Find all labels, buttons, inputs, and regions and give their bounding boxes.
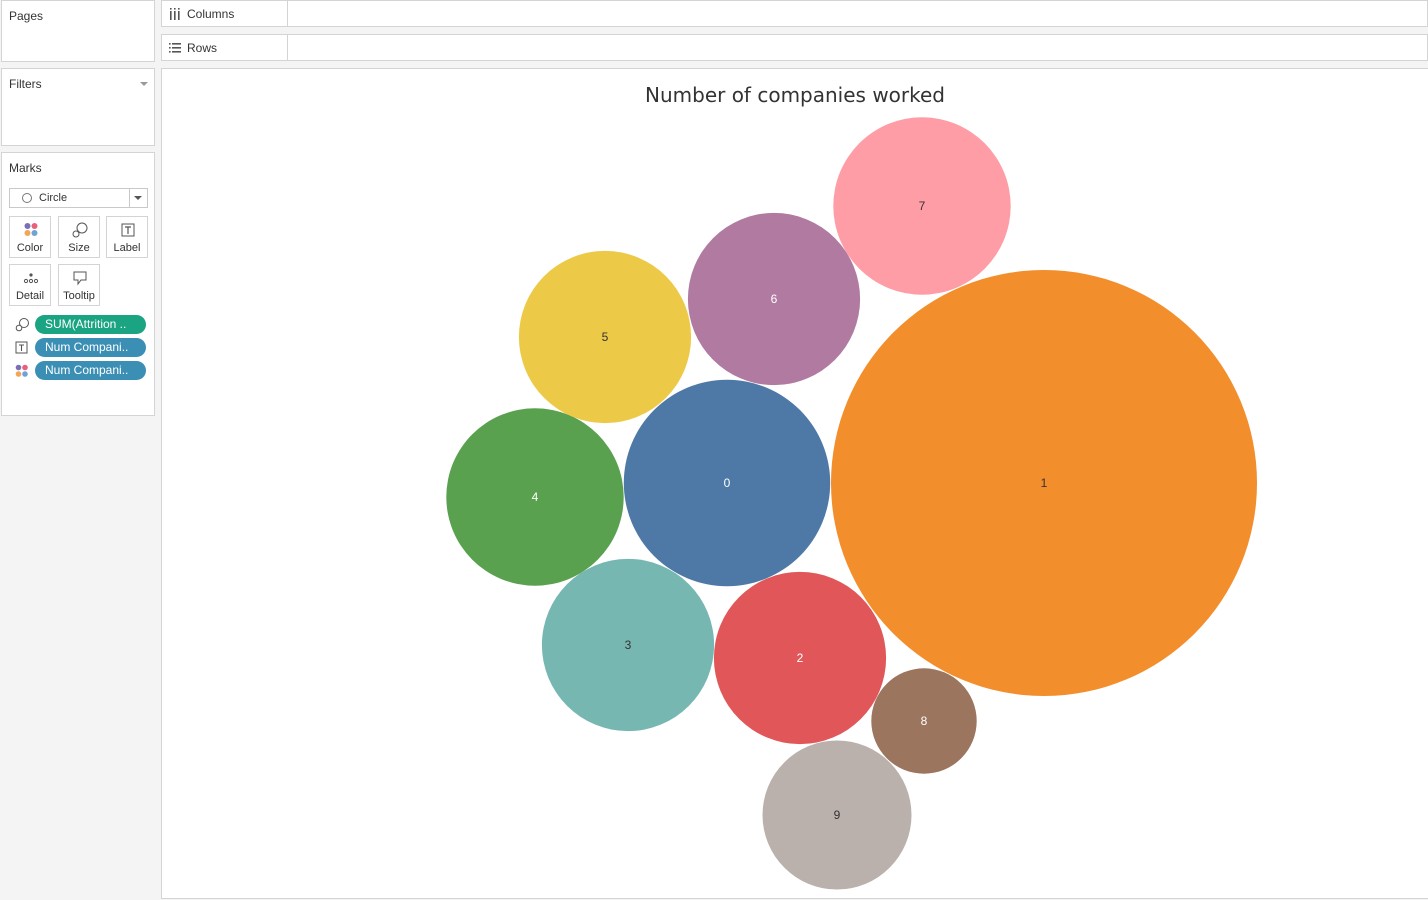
columns-label: Columns xyxy=(187,7,235,21)
color-field-pill[interactable]: Num Compani.. xyxy=(35,361,146,380)
bubble-3[interactable] xyxy=(541,558,715,732)
bubble-6[interactable] xyxy=(687,212,861,386)
viz-canvas[interactable]: Number of companies worked 1 0 2 3 4 5 6 7 8 9 xyxy=(161,68,1428,899)
bubble-0[interactable] xyxy=(623,379,831,587)
bubble-label-3: 3 xyxy=(625,638,632,652)
chart-title: Number of companies worked xyxy=(645,83,945,107)
label-label: Label xyxy=(113,242,141,254)
bubble-label-0: 0 xyxy=(724,476,731,490)
tooltip-button[interactable]: Tooltip xyxy=(58,264,100,306)
bubble-chart: 1 0 2 3 4 5 6 7 8 9 xyxy=(446,117,1257,890)
detail-label: Detail xyxy=(15,290,45,302)
text-label-icon xyxy=(121,223,135,237)
pages-card[interactable]: Pages xyxy=(1,0,155,62)
label-icon xyxy=(15,341,28,354)
bubble-4[interactable] xyxy=(446,408,624,586)
circle-icon xyxy=(22,193,32,203)
filters-menu-icon[interactable] xyxy=(140,82,148,86)
filters-title: Filters xyxy=(9,77,42,91)
bubble-label-4: 4 xyxy=(532,490,539,504)
bubble-1[interactable] xyxy=(831,270,1257,696)
color-icon xyxy=(15,364,28,377)
bubble-label-6: 6 xyxy=(771,292,778,306)
rows-label: Rows xyxy=(187,41,218,55)
bubble-label-7: 7 xyxy=(919,199,926,213)
bubble-7[interactable] xyxy=(833,117,1011,295)
columns-icon xyxy=(170,8,180,20)
size-label: Size xyxy=(68,242,90,254)
marks-card: Marks Circle Color Size Label xyxy=(1,152,155,416)
bubble-label-8: 8 xyxy=(921,714,928,728)
bubble-label-5: 5 xyxy=(602,330,609,344)
detail-icon xyxy=(23,273,39,284)
tooltip-label: Tooltip xyxy=(63,290,95,302)
label-field-pill[interactable]: Num Compani.. xyxy=(35,338,146,357)
tooltip-icon xyxy=(73,271,87,286)
size-field-pill[interactable]: SUM(Attrition .. xyxy=(35,315,146,334)
bubble-label-9: 9 xyxy=(834,808,841,822)
marks-title: Marks xyxy=(9,161,42,175)
detail-button[interactable]: Detail xyxy=(9,264,51,306)
color-label: Color xyxy=(16,242,44,254)
bubble-label-1: 1 xyxy=(1041,476,1048,490)
rows-shelf-label: Rows xyxy=(162,35,288,60)
label-button[interactable]: Label xyxy=(106,216,148,258)
filters-card[interactable]: Filters xyxy=(1,68,155,146)
color-button[interactable]: Color xyxy=(9,216,51,258)
rows-shelf[interactable]: Rows xyxy=(161,34,1428,61)
bubble-5[interactable] xyxy=(518,250,692,424)
color-icon xyxy=(24,223,38,236)
chevron-down-icon xyxy=(134,196,142,200)
size-icon xyxy=(72,222,88,238)
bubble-label-2: 2 xyxy=(797,651,804,665)
size-icon xyxy=(15,318,29,332)
columns-shelf-label: Columns xyxy=(162,1,288,26)
size-button[interactable]: Size xyxy=(58,216,100,258)
mark-type-label: Circle xyxy=(39,192,68,204)
rows-icon xyxy=(169,43,181,53)
bubble-9[interactable] xyxy=(762,740,912,890)
columns-shelf[interactable]: Columns xyxy=(161,0,1428,27)
mark-type-dropdown[interactable]: Circle xyxy=(9,188,148,208)
pages-title: Pages xyxy=(9,9,44,23)
bubble-8[interactable] xyxy=(871,668,977,774)
bubble-2[interactable] xyxy=(713,571,887,745)
